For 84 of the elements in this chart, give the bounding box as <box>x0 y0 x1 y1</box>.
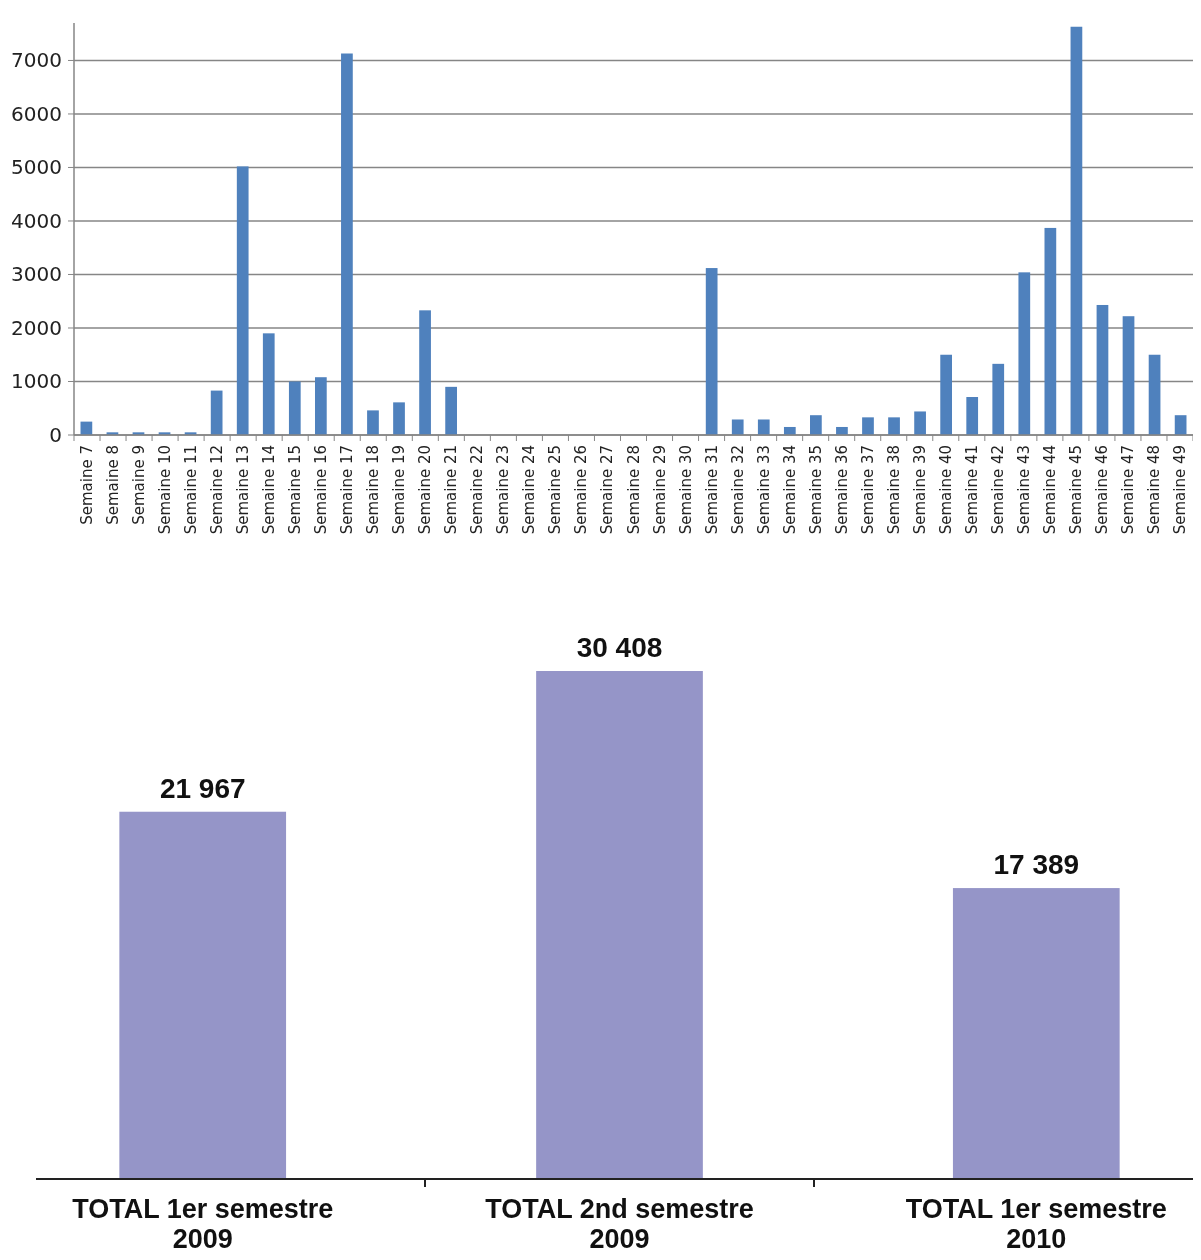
x-tick-label: Semaine 30 <box>676 445 695 535</box>
x-tick-label: Semaine 23 <box>494 445 513 535</box>
x-tick-label: Semaine 16 <box>312 445 331 535</box>
x-tick-label: Semaine 22 <box>468 445 487 535</box>
x-tick-label: Semaine 40 <box>936 445 955 535</box>
bar <box>810 415 822 435</box>
x-tick-label: Semaine 8 <box>104 445 123 525</box>
x-tick-label: Semaine 42 <box>988 445 1007 535</box>
y-tick-label: 6000 <box>11 101 62 126</box>
bar <box>393 402 405 435</box>
bar <box>1070 26 1083 435</box>
bar <box>1044 227 1057 435</box>
x-tick-label: Semaine 24 <box>520 445 539 535</box>
x-tick-label: Semaine 7 <box>78 445 97 525</box>
x-tick-label: Semaine 49 <box>1170 445 1189 535</box>
bar <box>757 419 770 435</box>
x-tick-label: Semaine 27 <box>598 445 617 535</box>
x-tick-label: Semaine 36 <box>832 445 851 535</box>
x-tick-label: TOTAL 1er semestre 2010 <box>905 1194 1167 1254</box>
bar <box>731 419 744 435</box>
bar <box>315 377 327 435</box>
data-label: 30 408 <box>576 632 663 663</box>
x-tick-label: Semaine 9 <box>130 445 149 525</box>
bar <box>341 53 353 435</box>
data-label: 21 967 <box>159 772 246 804</box>
bar <box>992 363 1005 435</box>
x-tick-label: Semaine 31 <box>702 445 721 535</box>
x-tick-label: Semaine 11 <box>182 445 201 535</box>
bar <box>1122 316 1135 435</box>
x-tick-label: Semaine 45 <box>1066 445 1085 535</box>
bar <box>966 397 979 435</box>
data-label: 17 389 <box>993 849 1080 881</box>
bar <box>288 381 301 435</box>
x-tick-label: Semaine 38 <box>884 445 903 535</box>
y-tick-label: 7000 <box>11 48 62 73</box>
x-tick-label: Semaine 28 <box>624 445 643 535</box>
x-tick-label: TOTAL 2nd semestre 2009 <box>485 1194 754 1254</box>
y-tick-label: 3000 <box>11 262 62 287</box>
x-tick-label: Semaine 34 <box>780 445 799 535</box>
y-tick-label: 5000 <box>11 155 62 180</box>
x-tick-label: Semaine 44 <box>1040 445 1059 535</box>
bar <box>1148 354 1161 435</box>
bar <box>1096 304 1109 435</box>
x-tick-label: Semaine 47 <box>1118 445 1137 535</box>
x-tick-label: Semaine 29 <box>650 445 669 535</box>
x-tick-label: Semaine 37 <box>858 445 877 535</box>
y-tick-label: 0 <box>49 423 62 447</box>
x-tick-label: Semaine 21 <box>442 445 461 535</box>
bar <box>1018 272 1031 435</box>
bar <box>367 410 379 435</box>
x-tick-label: Semaine 41 <box>962 445 981 535</box>
bar <box>236 166 249 435</box>
y-tick-label: 1000 <box>11 369 62 394</box>
x-tick-label: Semaine 32 <box>728 445 747 535</box>
x-tick-label: Semaine 14 <box>260 445 279 535</box>
bar <box>705 268 718 435</box>
x-tick-label: Semaine 20 <box>416 445 435 535</box>
bar <box>1174 415 1187 435</box>
x-tick-label: TOTAL 1er semestre 2009 <box>72 1194 334 1254</box>
bar <box>419 310 431 435</box>
x-tick-label: Semaine 25 <box>546 445 565 535</box>
bar <box>914 411 926 435</box>
x-tick-label: Semaine 46 <box>1092 445 1111 535</box>
y-tick-label: 4000 <box>11 208 62 233</box>
x-tick-label: Semaine 19 <box>390 445 409 535</box>
x-tick-label: Semaine 39 <box>910 445 929 535</box>
bar <box>862 417 874 435</box>
x-tick-label: Semaine 43 <box>1014 445 1033 535</box>
x-tick-label: Semaine 17 <box>338 445 357 535</box>
bar <box>262 333 275 435</box>
y-tick-label: 2000 <box>11 315 62 340</box>
x-tick-label: Semaine 26 <box>572 445 591 535</box>
x-tick-label: Semaine 15 <box>286 445 305 535</box>
x-tick-label: Semaine 48 <box>1144 445 1163 535</box>
x-tick-label: Semaine 13 <box>234 445 253 535</box>
x-tick-label: Semaine 10 <box>156 445 175 535</box>
x-tick-label: Semaine 12 <box>208 445 227 535</box>
x-tick-label: Semaine 18 <box>364 445 383 535</box>
x-tick-label: Semaine 35 <box>806 445 825 535</box>
bar <box>445 386 457 435</box>
x-tick-label: Semaine 33 <box>754 445 773 535</box>
bar <box>888 417 900 435</box>
bar <box>210 390 223 435</box>
bar <box>940 354 953 435</box>
